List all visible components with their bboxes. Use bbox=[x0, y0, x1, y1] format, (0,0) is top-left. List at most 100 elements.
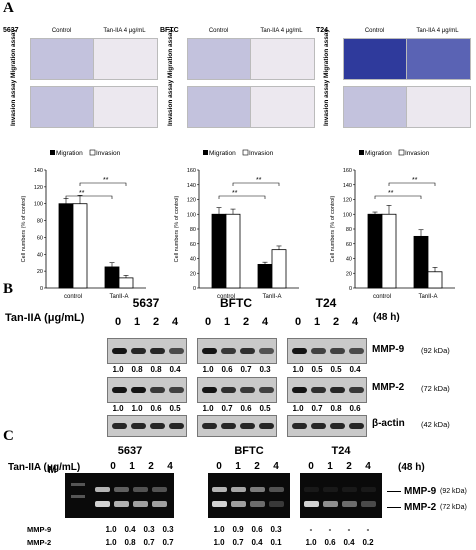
micro-cell-line-label: BFTC bbox=[160, 27, 179, 34]
zymo-band-label: MMP-2 bbox=[404, 502, 437, 513]
zymo-row-name: MMP-9 bbox=[27, 525, 52, 534]
y-tick-label: 100 bbox=[187, 212, 196, 218]
blot-band bbox=[311, 387, 326, 393]
western-dose-label: 1 bbox=[313, 316, 321, 328]
blot-band bbox=[202, 348, 217, 354]
zymo-band-mmp2 bbox=[304, 501, 319, 507]
blot-band bbox=[292, 348, 307, 354]
zymo-quant-value: - bbox=[309, 525, 313, 534]
zymo-dose-label: 0 bbox=[308, 461, 314, 472]
blot-band bbox=[150, 387, 165, 393]
zymo-band-mmp9 bbox=[323, 487, 338, 492]
western-dose-label: 4 bbox=[171, 316, 179, 328]
blot-band bbox=[240, 348, 255, 354]
y-tick-label: 140 bbox=[343, 183, 352, 189]
blot-band bbox=[202, 423, 217, 429]
western-dose-label: 0 bbox=[204, 316, 212, 328]
y-tick-label: 120 bbox=[343, 198, 352, 204]
zymo-gel bbox=[65, 473, 174, 518]
legend-swatch-migration bbox=[359, 150, 364, 155]
y-tick-label: 140 bbox=[34, 168, 43, 174]
blot-band bbox=[112, 423, 127, 429]
blot-band bbox=[221, 348, 236, 354]
panel-letter-c: C bbox=[3, 428, 14, 444]
blot-strip bbox=[107, 338, 187, 364]
y-tick-label: 0 bbox=[349, 286, 352, 292]
x-tick-label: TanII-A bbox=[109, 294, 128, 300]
zymo-quant-value: 1.0 bbox=[305, 538, 317, 547]
marker-band bbox=[71, 495, 85, 498]
micro-cell-line-label: T24 bbox=[316, 27, 329, 34]
zymo-dose-label: 0 bbox=[110, 461, 116, 472]
bar-invasion bbox=[427, 271, 443, 289]
zymo-band-mmp9 bbox=[231, 487, 246, 492]
legend-label-invasion: Invasion bbox=[96, 150, 121, 157]
zymo-band-mmp2 bbox=[133, 501, 148, 507]
zymo-quant-value: 0.7 bbox=[162, 538, 174, 547]
blot-strip bbox=[287, 415, 367, 437]
y-tick-label: 40 bbox=[190, 257, 196, 263]
cell-speckle bbox=[344, 39, 407, 79]
marker-band bbox=[71, 483, 85, 486]
cell-speckle bbox=[407, 39, 470, 79]
y-tick-label: 60 bbox=[346, 242, 352, 248]
cell-speckle bbox=[251, 87, 314, 127]
zymo-leader-line bbox=[387, 491, 401, 492]
western-quant-value: 0.6 bbox=[221, 365, 233, 374]
zymo-cell-line-title: T24 bbox=[331, 445, 351, 457]
blot-strip bbox=[287, 377, 367, 403]
zymo-band-label: MMP-9 bbox=[404, 486, 437, 497]
sig-marker: ** bbox=[103, 177, 109, 184]
zymo-dose-label: 2 bbox=[148, 461, 154, 472]
blot-band bbox=[221, 423, 236, 429]
western-treatment-label: Tan-IIA (μg/mL) bbox=[5, 312, 85, 324]
bar-migration bbox=[257, 264, 273, 289]
western-cell-line-title: BFTC bbox=[220, 296, 252, 310]
legend-swatch-migration bbox=[50, 150, 55, 155]
bar-migration bbox=[104, 266, 120, 289]
zymo-quant-value: - bbox=[347, 525, 351, 534]
zymo-band-mmp2 bbox=[212, 501, 227, 507]
western-quant-value: 0.4 bbox=[349, 365, 361, 374]
cell-speckle bbox=[344, 87, 407, 127]
blot-band bbox=[311, 348, 326, 354]
blot-strip bbox=[107, 415, 187, 437]
blot-band bbox=[202, 387, 217, 393]
western-quant-value: 0.6 bbox=[349, 404, 361, 413]
western-cell-line-title: 5637 bbox=[132, 296, 160, 310]
western-quant-value: 0.5 bbox=[259, 404, 271, 413]
sig-bracket-invasion bbox=[79, 182, 127, 186]
blot-strip bbox=[197, 415, 277, 437]
western-quant-value: 0.5 bbox=[169, 404, 181, 413]
zymo-quant-value: 0.8 bbox=[124, 538, 136, 547]
western-dose-label: 2 bbox=[152, 316, 160, 328]
zymo-quant-value: 0.4 bbox=[124, 525, 136, 534]
blot-band bbox=[240, 423, 255, 429]
blot-band bbox=[169, 387, 184, 393]
blot-band bbox=[259, 387, 274, 393]
zymo-quant-value: 1.0 bbox=[213, 538, 225, 547]
western-quant-value: 0.4 bbox=[169, 365, 181, 374]
y-tick-label: 0 bbox=[40, 286, 43, 292]
western-quant-value: 0.5 bbox=[311, 365, 323, 374]
micrograph-tile bbox=[187, 38, 252, 80]
blot-band bbox=[349, 387, 364, 393]
zymo-quant-value: 0.3 bbox=[143, 525, 155, 534]
zymo-band-mmp2 bbox=[323, 501, 338, 507]
blot-band bbox=[349, 348, 364, 354]
micrograph-tile bbox=[93, 86, 158, 128]
western-dose-label: 0 bbox=[294, 316, 302, 328]
legend-label-migration: Migration bbox=[209, 150, 236, 157]
blot-band bbox=[131, 348, 146, 354]
micrograph-tile bbox=[250, 86, 315, 128]
panel-letter-b: B bbox=[3, 281, 14, 297]
zymo-leader-line bbox=[387, 507, 401, 508]
zymo-quant-value: 0.7 bbox=[143, 538, 155, 547]
western-dose-label: 1 bbox=[223, 316, 231, 328]
western-quant-value: 0.8 bbox=[150, 365, 162, 374]
cell-speckle bbox=[407, 87, 470, 127]
micro-row-label: Migration assay bbox=[323, 28, 330, 78]
western-time-label: (48 h) bbox=[373, 312, 400, 323]
sig-marker: ** bbox=[412, 177, 418, 184]
